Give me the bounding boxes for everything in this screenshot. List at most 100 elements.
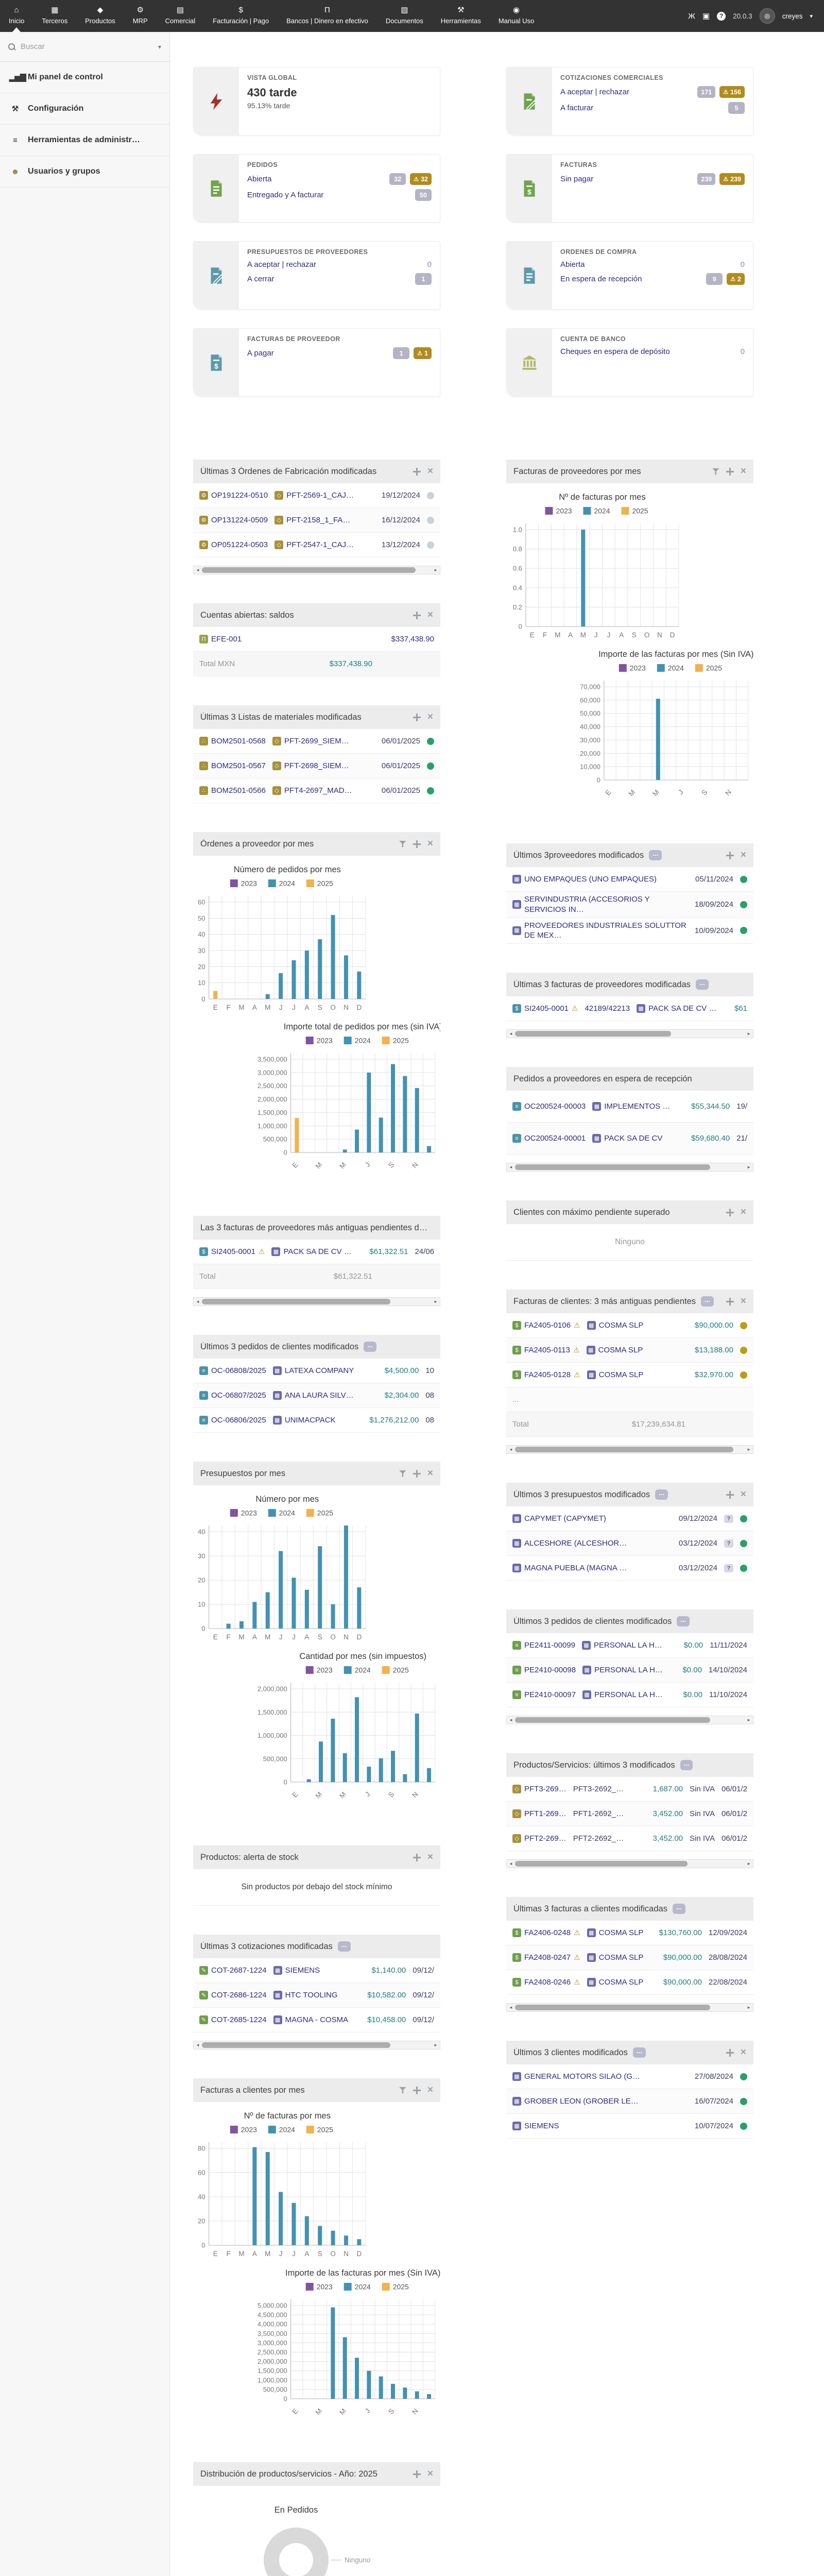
scrollbar-thumb[interactable] [201, 1299, 390, 1304]
record-link[interactable]: $ FA2405-0106 ⚠ [512, 1321, 580, 1330]
move-icon[interactable] [726, 851, 734, 859]
horizontal-scrollbar[interactable]: ◄ ► [193, 2041, 440, 2049]
record-link[interactable]: ▦ ALCESHORE (ALCESHOR… [512, 1539, 672, 1548]
record-link[interactable]: ≡ PE2411-00099 [512, 1641, 575, 1650]
kpi-stat-link[interactable]: Sin pagar [560, 175, 594, 183]
move-icon[interactable] [726, 2048, 734, 2057]
more-button[interactable]: ... [655, 1489, 668, 1500]
scroll-left-icon[interactable]: ◄ [196, 1299, 200, 1304]
scroll-right-icon[interactable]: ► [434, 568, 438, 572]
record-link[interactable]: ∴ BOM2501-0567 [199, 761, 266, 770]
scrollbar-track[interactable] [514, 2004, 745, 2011]
record-link[interactable]: ⚙ OP131224-0509 [199, 516, 268, 524]
record-link[interactable]: $ FA2408-0246 ⚠ [512, 1978, 580, 1987]
move-icon[interactable] [413, 713, 421, 721]
record-link[interactable]: ◇ PFT-2699_SIEM… [272, 737, 375, 745]
scroll-left-icon[interactable]: ◄ [509, 1718, 513, 1723]
record-link[interactable]: ⚙ OP051224-0503 [199, 540, 268, 549]
scrollbar-thumb[interactable] [201, 567, 416, 573]
more-button[interactable]: ... [672, 1904, 685, 1914]
record-link[interactable]: ◇ PFT-2569-1_CAJ… [274, 491, 375, 500]
scrollbar-thumb[interactable] [514, 1861, 688, 1867]
scroll-right-icon[interactable]: ► [747, 1861, 751, 1867]
record-link[interactable]: $ FA2408-0247 ⚠ [512, 1953, 580, 1962]
nav-item-manual-uso[interactable]: ◉ Manual Uso [490, 0, 543, 32]
record-link[interactable]: ≡ OC-06808/2025 [199, 1366, 266, 1375]
record-link[interactable]: ▦ LATEXA COMPANY [272, 1366, 378, 1375]
scroll-left-icon[interactable]: ◄ [196, 2043, 200, 2047]
record-link[interactable]: $ SI2405-0001 ⚠ [199, 1247, 265, 1256]
close-icon[interactable]: × [427, 711, 433, 722]
scroll-left-icon[interactable]: ◄ [509, 1031, 513, 1037]
scroll-right-icon[interactable]: ► [747, 2005, 751, 2010]
record-link[interactable]: ≡ PE2410-00098 [512, 1666, 576, 1675]
nav-item-comercial[interactable]: ▤ Comercial [157, 0, 204, 32]
record-link[interactable]: $337,438.90 [391, 635, 434, 643]
filter-icon[interactable] [399, 1470, 406, 1477]
scroll-right-icon[interactable]: ► [747, 1031, 751, 1037]
scrollbar-track[interactable] [514, 1716, 745, 1724]
record-link[interactable]: ▦ PACK SA DE CV … [637, 1004, 728, 1013]
move-icon[interactable] [413, 1469, 421, 1478]
scrollbar-thumb[interactable] [514, 1717, 711, 1723]
scroll-left-icon[interactable]: ◄ [509, 1165, 513, 1170]
record-link[interactable]: ∴ BOM2501-0566 [199, 786, 266, 795]
scrollbar-thumb[interactable] [514, 1031, 672, 1037]
record-link[interactable]: $ FA2406-0248 ⚠ [512, 1928, 580, 1938]
kpi-stat-link[interactable]: En espera de recepción [560, 275, 642, 283]
record-link[interactable]: ▦ COSMA SLP [587, 1978, 657, 1987]
record-link[interactable]: ◇ PFT-2547-1_CAJ… [274, 540, 375, 549]
kpi-stat-link[interactable]: Cheques en espera de depósito [560, 347, 670, 356]
more-button[interactable]: ... [632, 2047, 646, 2058]
move-icon[interactable] [726, 467, 734, 476]
scroll-left-icon[interactable]: ◄ [196, 568, 200, 572]
record-link[interactable]: ≡ PE2410-00097 [512, 1690, 576, 1700]
record-link[interactable]: ◇ PFT4-2697_MAD… [272, 786, 375, 795]
scrollbar-track[interactable] [514, 1163, 745, 1171]
nav-item-mrp[interactable]: ⚙ MRP [124, 0, 157, 32]
record-link[interactable]: ⚙ OP191224-0510 [199, 491, 268, 500]
record-link[interactable]: ✎ COT-2686-1224 [199, 1991, 267, 1999]
scrollbar-thumb[interactable] [514, 1447, 733, 1453]
move-icon[interactable] [413, 2470, 421, 2478]
sidebar-item-mi-panel-de-control[interactable]: ▂▅▇ Mi panel de control [0, 62, 169, 93]
close-icon[interactable]: × [740, 850, 746, 860]
more-button[interactable]: ... [364, 1342, 377, 1352]
record-link[interactable]: ▦ ANA LAURA SILV… [272, 1391, 378, 1400]
scroll-left-icon[interactable]: ◄ [509, 1861, 513, 1867]
record-link[interactable]: ▦ COSMA SLP [586, 1346, 688, 1355]
scrollbar-thumb[interactable] [201, 2042, 390, 2048]
record-link[interactable]: ▦ CAPYMET (CAPYMET) [512, 1514, 672, 1523]
scrollbar-thumb[interactable] [514, 1164, 711, 1171]
more-button[interactable]: ... [649, 850, 662, 860]
horizontal-scrollbar[interactable]: ◄ ► [506, 1716, 753, 1725]
horizontal-scrollbar[interactable]: ◄ ► [506, 1163, 753, 1172]
record-link[interactable]: ◇ PFT-2158_1_FA… [274, 516, 375, 524]
scrollbar-track[interactable] [514, 1446, 745, 1453]
close-icon[interactable]: × [740, 466, 746, 477]
move-icon[interactable] [726, 1297, 734, 1306]
record-link[interactable]: ✎ COT-2685-1224 [199, 2015, 267, 2024]
record-link[interactable]: ∴ BOM2501-0568 [199, 737, 266, 745]
close-icon[interactable]: × [427, 838, 433, 849]
record-link[interactable]: ▦ PACK SA DE CV … [271, 1247, 363, 1256]
nav-item-facturaci-n-pago[interactable]: $ Facturación | Pago [204, 0, 278, 32]
kpi-stat-link[interactable]: A aceptar | rechazar [560, 88, 629, 96]
record-link[interactable]: ▦ HTC TOOLING [273, 1991, 361, 1999]
move-icon[interactable] [413, 467, 421, 476]
record-link[interactable]: ▦ PACK SA DE CV [592, 1134, 684, 1143]
record-link[interactable]: ≡ OC-06806/2025 [199, 1416, 266, 1425]
record-link[interactable]: $ FA2405-0128 ⚠ [512, 1370, 580, 1380]
kpi-stat-link[interactable]: A aceptar | rechazar [247, 260, 316, 269]
kpi-stat-link[interactable]: Abierta [247, 175, 272, 183]
nav-item-herramientas[interactable]: ⚒ Herramientas [432, 0, 490, 32]
nav-item-inicio[interactable]: ⌂ Inicio [0, 0, 33, 32]
user-menu[interactable]: creyes [782, 12, 803, 20]
close-icon[interactable]: × [427, 609, 433, 620]
scrollbar-thumb[interactable] [514, 2005, 711, 2011]
record-link[interactable]: ▦ SIEMENS [512, 2122, 688, 2131]
record-link[interactable]: ▦ PERSONAL LA H… [582, 1690, 676, 1700]
record-link[interactable]: ▦ GROBER LEON (GROBER LE… [512, 2097, 688, 2106]
move-icon[interactable] [413, 611, 421, 619]
horizontal-scrollbar[interactable]: ◄ ► [506, 2003, 753, 2012]
